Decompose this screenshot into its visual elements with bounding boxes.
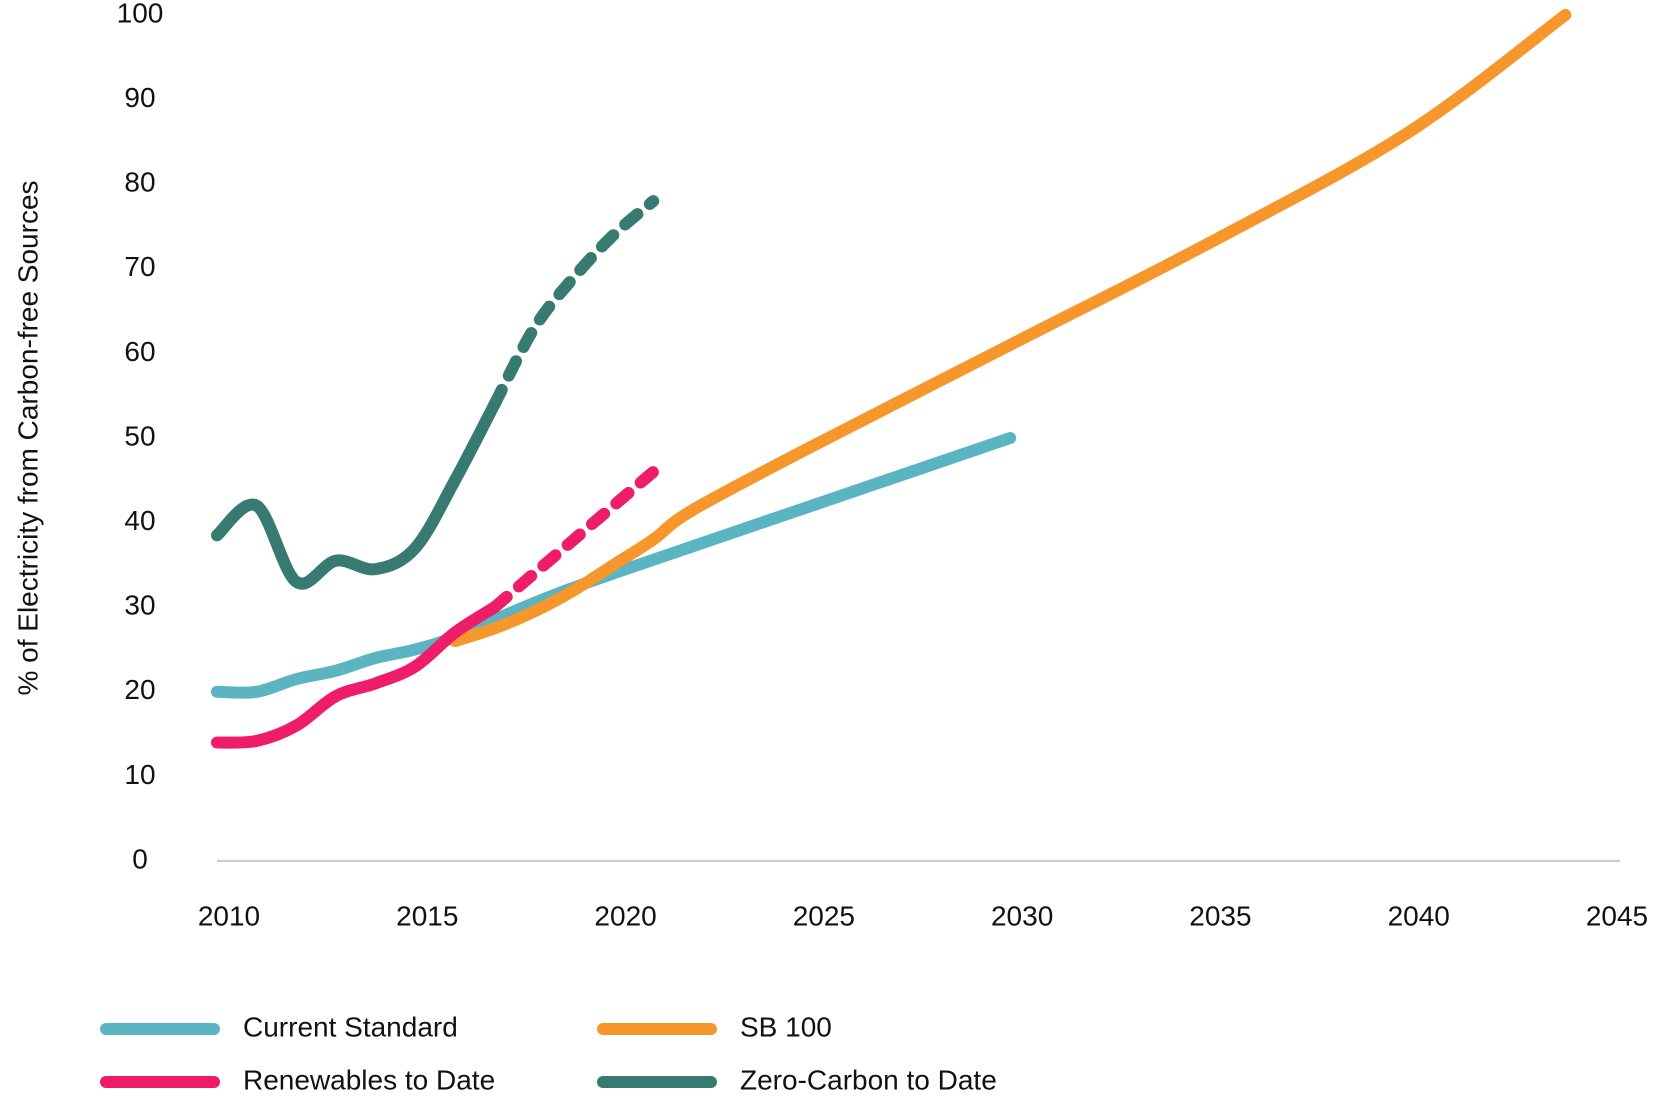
- x-tick-label: 2040: [1388, 900, 1450, 931]
- series-line-dashed: [488, 465, 660, 614]
- series-line: [448, 9, 1572, 648]
- x-tick-label: 2015: [396, 900, 458, 931]
- y-tick-label: 70: [124, 251, 155, 282]
- x-tick-label: 2030: [991, 900, 1053, 931]
- y-tick-label: 100: [117, 0, 164, 28]
- legend-label: Current Standard: [243, 1011, 458, 1042]
- y-tick-label: 0: [132, 843, 148, 874]
- x-tick-label: 2025: [793, 900, 855, 931]
- y-tick-label: 90: [124, 82, 155, 113]
- y-axis-label: % of Electricity from Carbon-free Source…: [12, 180, 43, 695]
- legend-label: Renewables to Date: [243, 1064, 495, 1095]
- x-tick-label: 2035: [1189, 900, 1251, 931]
- series-line-dashed: [488, 195, 660, 411]
- x-tick-label: 2020: [594, 900, 656, 931]
- y-tick-label: 60: [124, 336, 155, 367]
- y-tick-label: 50: [124, 420, 155, 451]
- series-line: [211, 398, 501, 590]
- x-tick-label: 2010: [198, 900, 260, 931]
- legend-label: Zero-Carbon to Date: [740, 1064, 997, 1095]
- series-line: [211, 601, 501, 749]
- y-tick-label: 10: [124, 759, 155, 790]
- y-tick-label: 80: [124, 167, 155, 198]
- y-tick-label: 40: [124, 505, 155, 536]
- x-tick-label: 2045: [1586, 900, 1648, 931]
- y-tick-label: 20: [124, 674, 155, 705]
- y-tick-label: 30: [124, 590, 155, 621]
- legend-label: SB 100: [740, 1011, 832, 1042]
